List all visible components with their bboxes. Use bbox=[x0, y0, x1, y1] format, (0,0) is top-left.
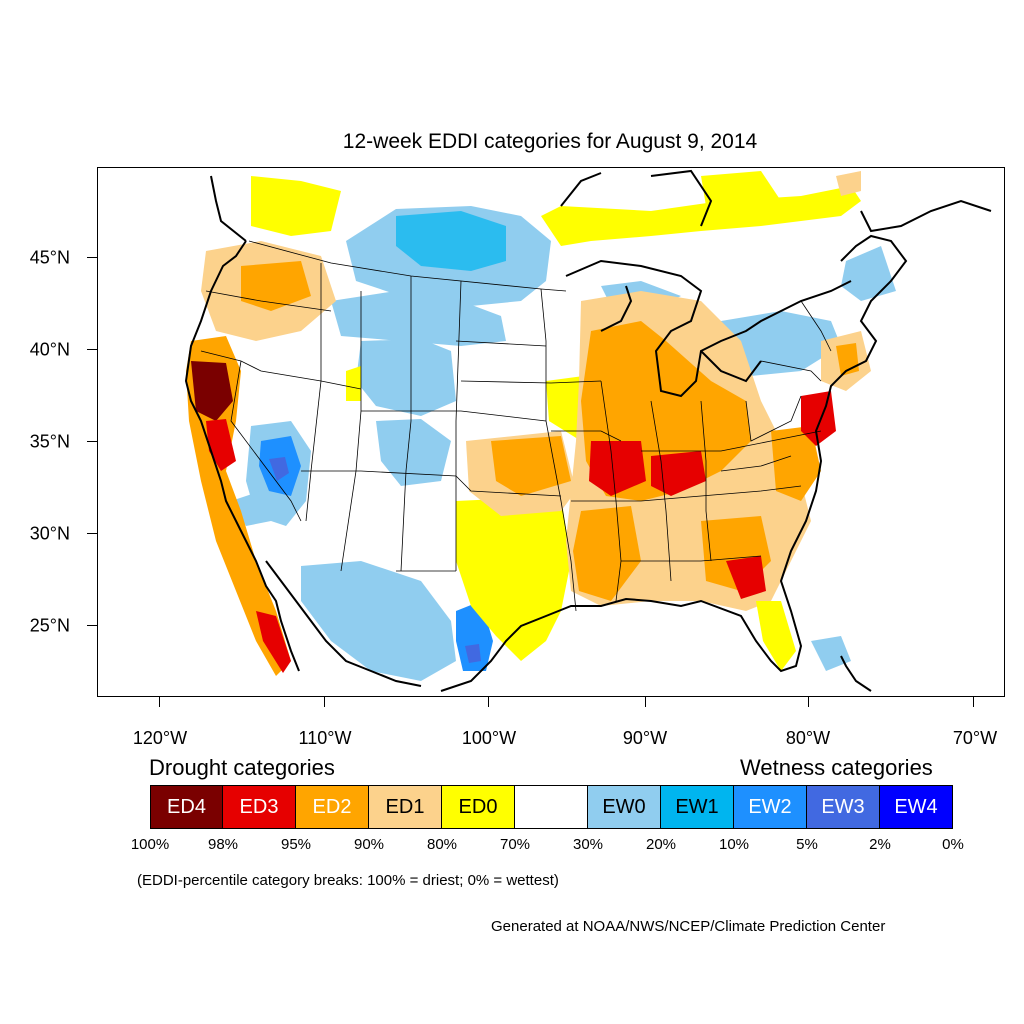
legend-break-label: 90% bbox=[353, 836, 385, 853]
legend-break-label: 0% bbox=[942, 836, 964, 853]
legend-box-ew2: EW2 bbox=[734, 785, 807, 829]
credit-line: Generated at NOAA/NWS/NCEP/Climate Predi… bbox=[491, 918, 886, 935]
legend-box-ew0: EW0 bbox=[588, 785, 661, 829]
wetness-heading: Wetness categories bbox=[740, 755, 933, 780]
state-lines bbox=[200, 240, 832, 612]
lat-tick-35 bbox=[87, 441, 97, 443]
boundaries bbox=[184, 169, 992, 692]
eddi-map bbox=[97, 167, 1005, 697]
lat-tick-40 bbox=[87, 349, 97, 351]
drought-regions bbox=[186, 171, 871, 676]
legend-box-ed4: ED4 bbox=[150, 785, 223, 829]
lon-label-120: 120°W bbox=[132, 728, 188, 748]
legend-box-ew4: EW4 bbox=[880, 785, 953, 829]
map-title: 12-week EDDI categories for August 9, 20… bbox=[342, 130, 758, 153]
lon-tick-110 bbox=[324, 697, 326, 707]
category-note: (EDDI-percentile category breaks: 100% =… bbox=[137, 872, 559, 889]
legend-break-label: 70% bbox=[499, 836, 531, 853]
legend-colorbar: ED4 ED3 ED2 ED1 ED0 EW0 EW1 EW2 EW3 EW4 bbox=[150, 785, 953, 829]
lon-label-110: 110°W bbox=[298, 728, 352, 748]
lat-tick-45 bbox=[87, 257, 97, 259]
lon-tick-80 bbox=[808, 697, 810, 707]
legend-box-ew1: EW1 bbox=[661, 785, 734, 829]
lat-label-35: 35°N bbox=[29, 431, 70, 452]
legend-box-ed1: ED1 bbox=[369, 785, 442, 829]
lon-label-80: 80°W bbox=[785, 728, 831, 748]
lon-label-70: 70°W bbox=[952, 728, 998, 748]
legend-box-neutral bbox=[515, 785, 588, 829]
drought-heading: Drought categories bbox=[149, 755, 335, 780]
lon-tick-120 bbox=[159, 697, 161, 707]
lat-tick-30 bbox=[87, 533, 97, 535]
legend-break-label: 80% bbox=[426, 836, 458, 853]
legend-box-ed2: ED2 bbox=[296, 785, 369, 829]
legend-box-ed3: ED3 bbox=[223, 785, 296, 829]
lon-label-90: 90°W bbox=[622, 728, 668, 748]
legend-box-ed0: ED0 bbox=[442, 785, 515, 829]
lon-tick-70 bbox=[973, 697, 975, 707]
legend-break-label: 98% bbox=[207, 836, 239, 853]
lon-tick-100 bbox=[488, 697, 490, 707]
lat-label-40: 40°N bbox=[29, 339, 70, 360]
lat-tick-25 bbox=[87, 625, 97, 627]
legend-break-label: 2% bbox=[869, 836, 891, 853]
lat-label-45: 45°N bbox=[29, 247, 70, 268]
legend-break-label: 30% bbox=[572, 836, 604, 853]
legend-break-label: 10% bbox=[718, 836, 750, 853]
lat-label-25: 25°N bbox=[29, 615, 70, 636]
eddi-map-svg bbox=[184, 169, 992, 692]
legend-break-label: 100% bbox=[130, 836, 170, 853]
lon-tick-90 bbox=[645, 697, 647, 707]
legend-break-label: 20% bbox=[645, 836, 677, 853]
legend-box-ew3: EW3 bbox=[807, 785, 880, 829]
legend-break-label: 95% bbox=[280, 836, 312, 853]
lon-label-100: 100°W bbox=[461, 728, 517, 748]
legend-break-label: 5% bbox=[796, 836, 818, 853]
lat-label-30: 30°N bbox=[29, 523, 70, 544]
